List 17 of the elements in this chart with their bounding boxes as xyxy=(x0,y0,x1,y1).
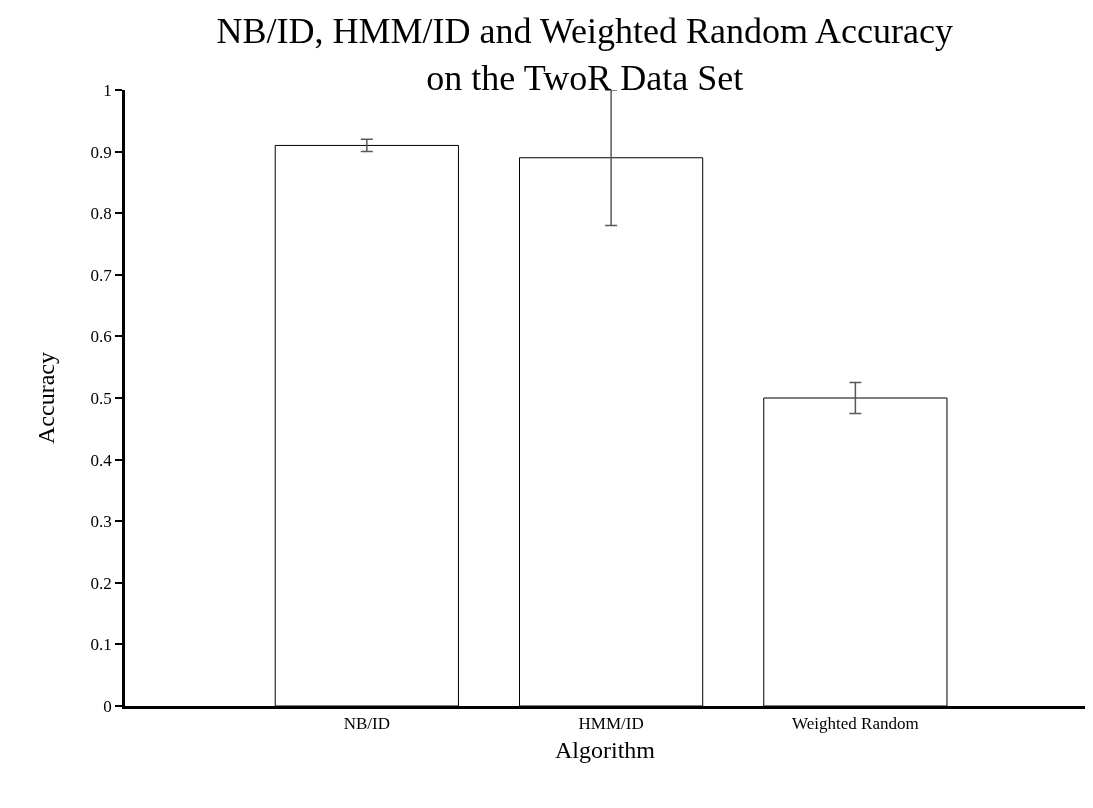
x-tick-label: HMM/ID xyxy=(578,714,644,734)
y-tick-label: 1 xyxy=(103,80,112,100)
x-axis-title: Algorithm xyxy=(555,737,656,764)
y-tick-label: 0.7 xyxy=(90,265,113,285)
y-tick-label: 0.2 xyxy=(90,573,112,593)
y-axis-title: Accuracy xyxy=(32,352,59,444)
y-tick-label: 0.1 xyxy=(90,635,112,655)
y-tick-label: 0 xyxy=(103,696,112,716)
y-tick-label: 0.3 xyxy=(90,512,112,532)
y-tick-label: 0.4 xyxy=(90,450,113,470)
y-tick-label: 0.6 xyxy=(90,327,112,347)
chart-title: NB/ID, HMM/ID and Weighted Random Accuracy on the TwoR Data Set xyxy=(216,10,953,98)
x-tick-label: NB/ID xyxy=(343,714,390,734)
y-tick-label: 0.5 xyxy=(90,388,112,408)
y-tick-label: 0.9 xyxy=(90,142,112,162)
y-tick-label: 0.8 xyxy=(90,204,112,224)
x-tick-label: Weighted Random xyxy=(792,714,919,734)
